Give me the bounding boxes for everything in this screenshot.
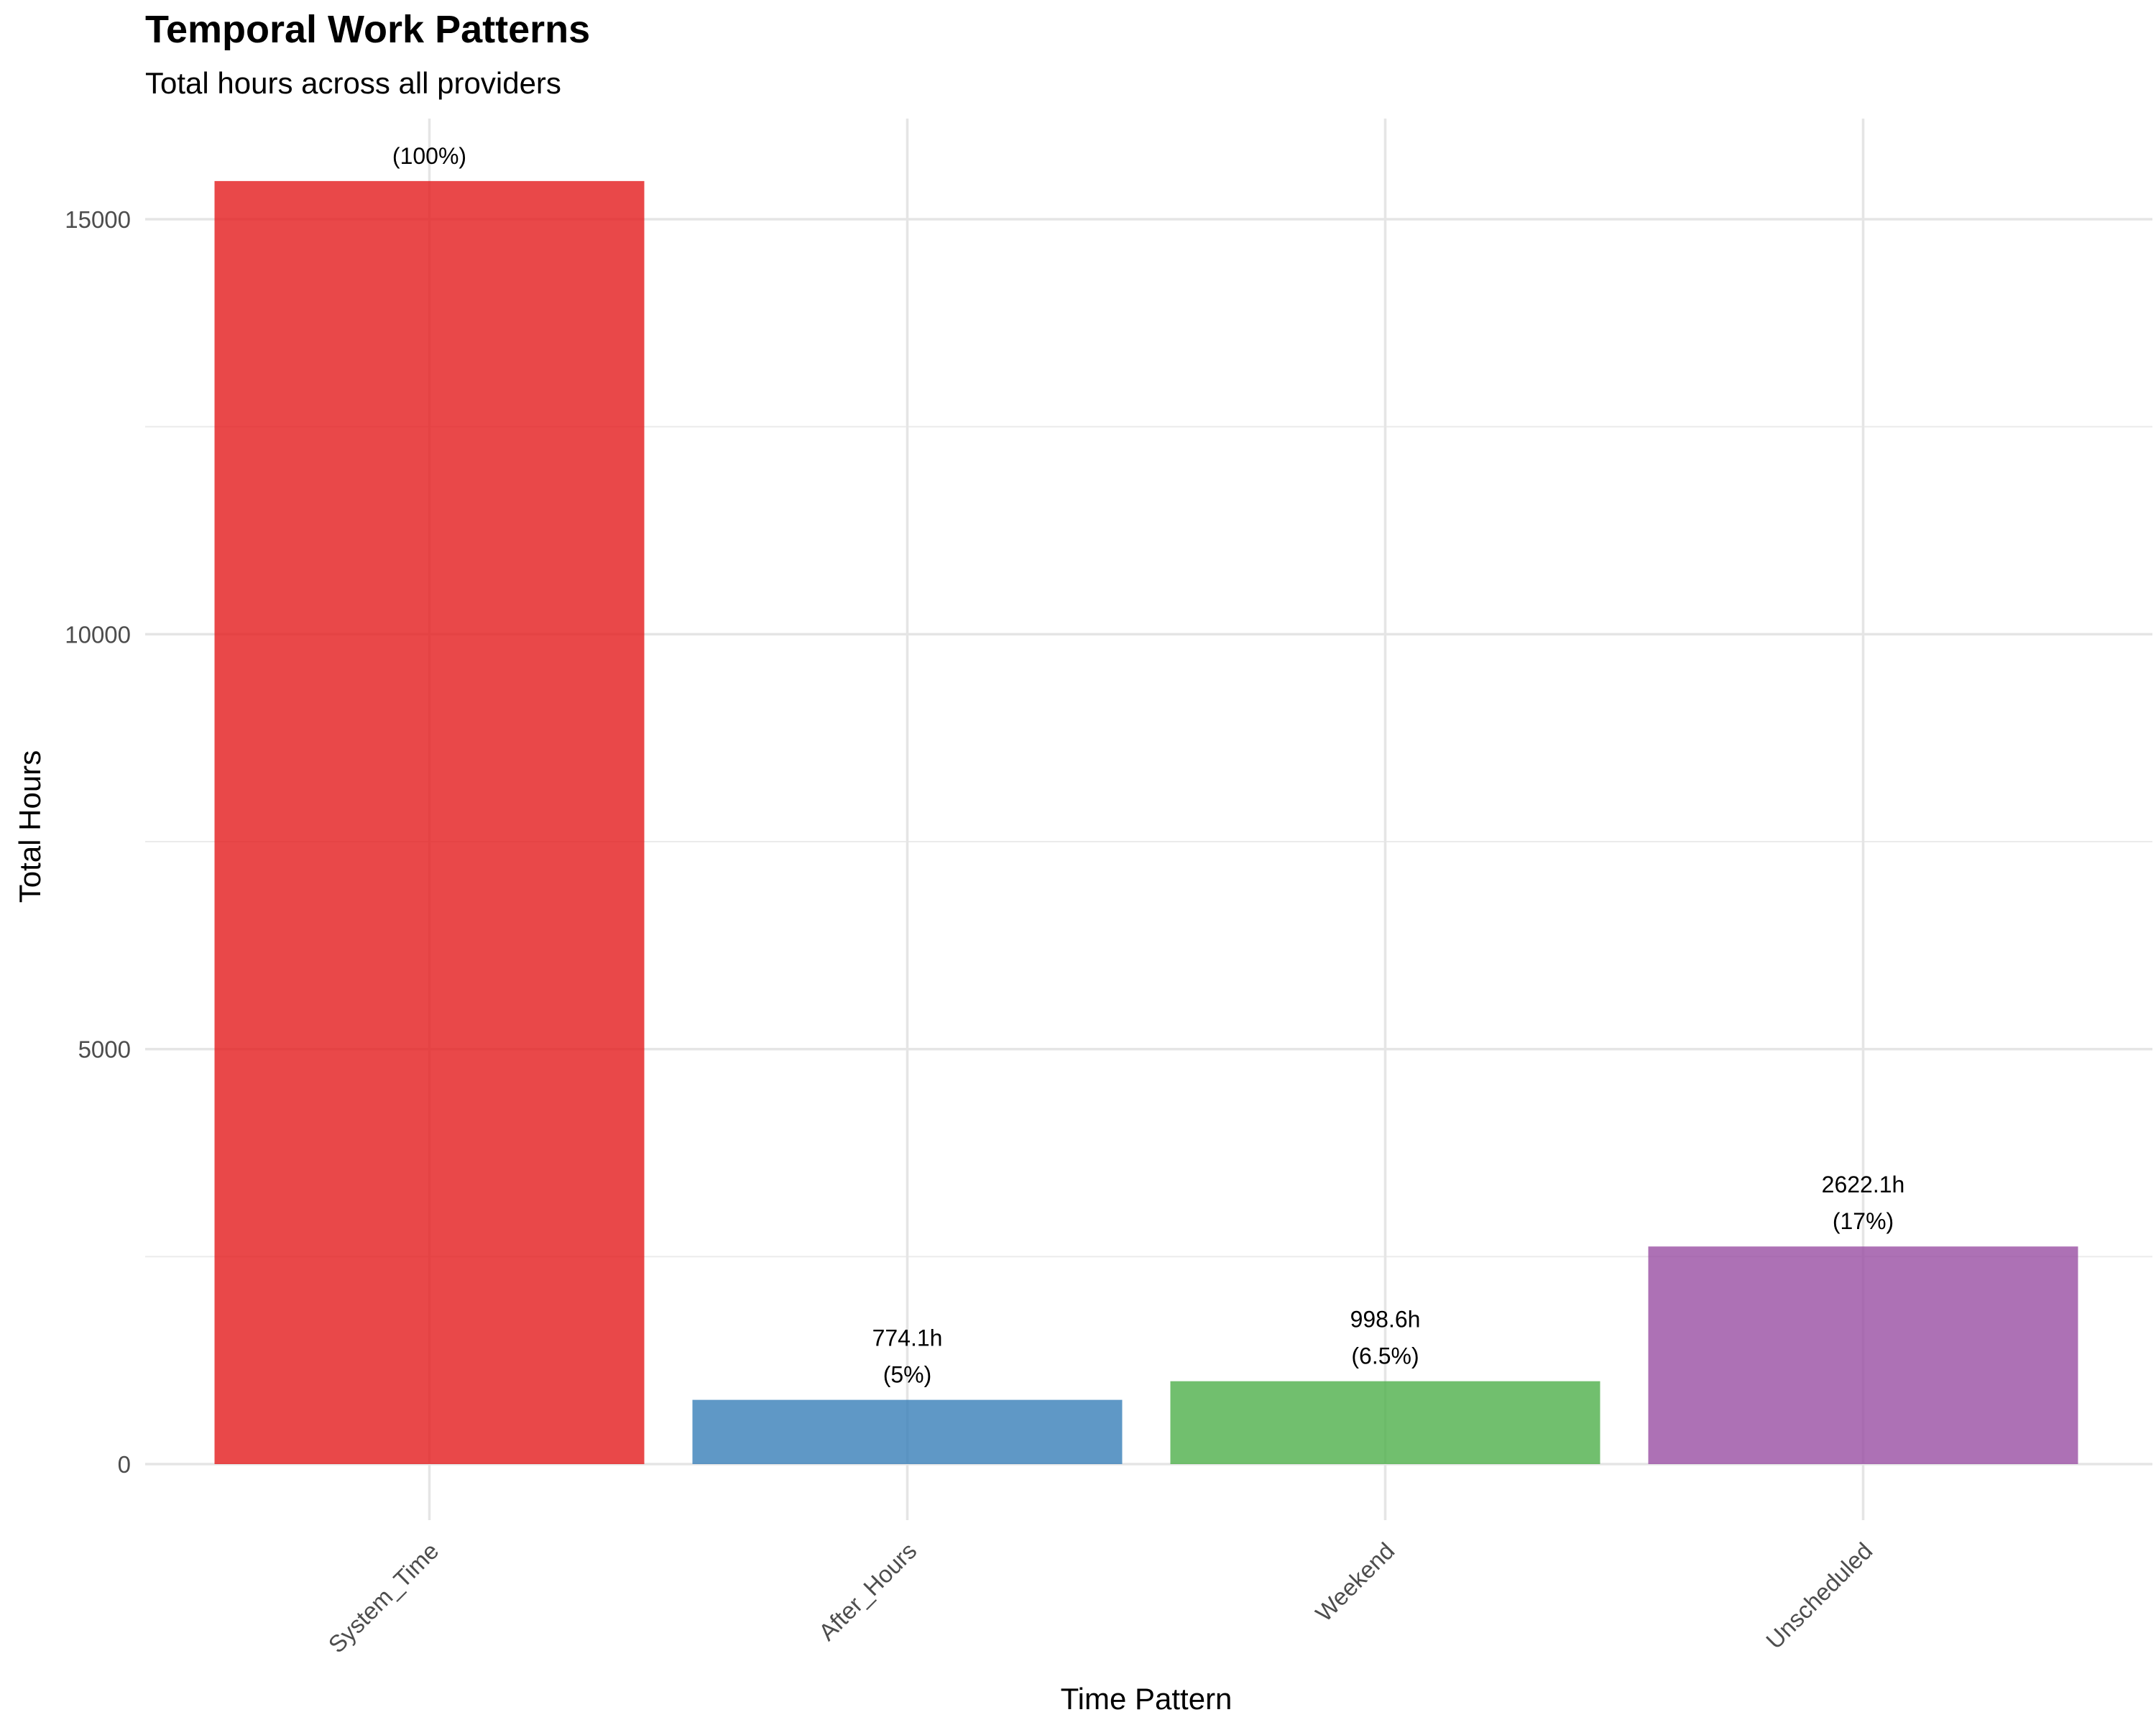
chart-subtitle: Total hours across all providers — [145, 66, 561, 100]
bar-value-label: 998.6h — [1350, 1307, 1421, 1333]
y-tick-label: 10000 — [65, 621, 131, 648]
x-axis-ticks: System_Time After_Hours Weekend Unscheduled — [323, 1537, 1878, 1658]
x-axis-title: Time Pattern — [1061, 1682, 1233, 1716]
bar-weekend — [1170, 1381, 1600, 1464]
bar-system_time — [214, 180, 645, 1464]
bar-value-label: 774.1h — [872, 1325, 943, 1351]
y-tick-label: 5000 — [78, 1036, 131, 1063]
bar-unscheduled — [1648, 1246, 2078, 1464]
x-tick-label: After_Hours — [814, 1537, 922, 1646]
x-tick-label: Unscheduled — [1761, 1537, 1877, 1654]
y-axis-title: Total Hours — [13, 750, 47, 903]
bar-percent-label: (6.5%) — [1351, 1343, 1419, 1369]
chart-title: Temporal Work Patterns — [145, 8, 591, 51]
bar-percent-label: (5%) — [883, 1362, 932, 1388]
y-axis-ticks: 0 5000 10000 15000 — [65, 206, 131, 1478]
bar-percent-label: (100%) — [392, 143, 466, 169]
bar-after_hours — [692, 1399, 1123, 1464]
x-tick-label: System_Time — [323, 1537, 444, 1658]
bars — [214, 180, 2078, 1464]
bar-value-label: 2622.1h — [1822, 1172, 1905, 1197]
bar-percent-label: (17%) — [1833, 1208, 1894, 1234]
x-tick-label: Weekend — [1310, 1537, 1399, 1627]
bar-labels: (100%) 774.1h (5%) 998.6h (6.5%) 2622.1h (17%) — [392, 143, 1904, 1388]
y-tick-label: 15000 — [65, 206, 131, 233]
y-tick-label: 0 — [118, 1451, 131, 1478]
